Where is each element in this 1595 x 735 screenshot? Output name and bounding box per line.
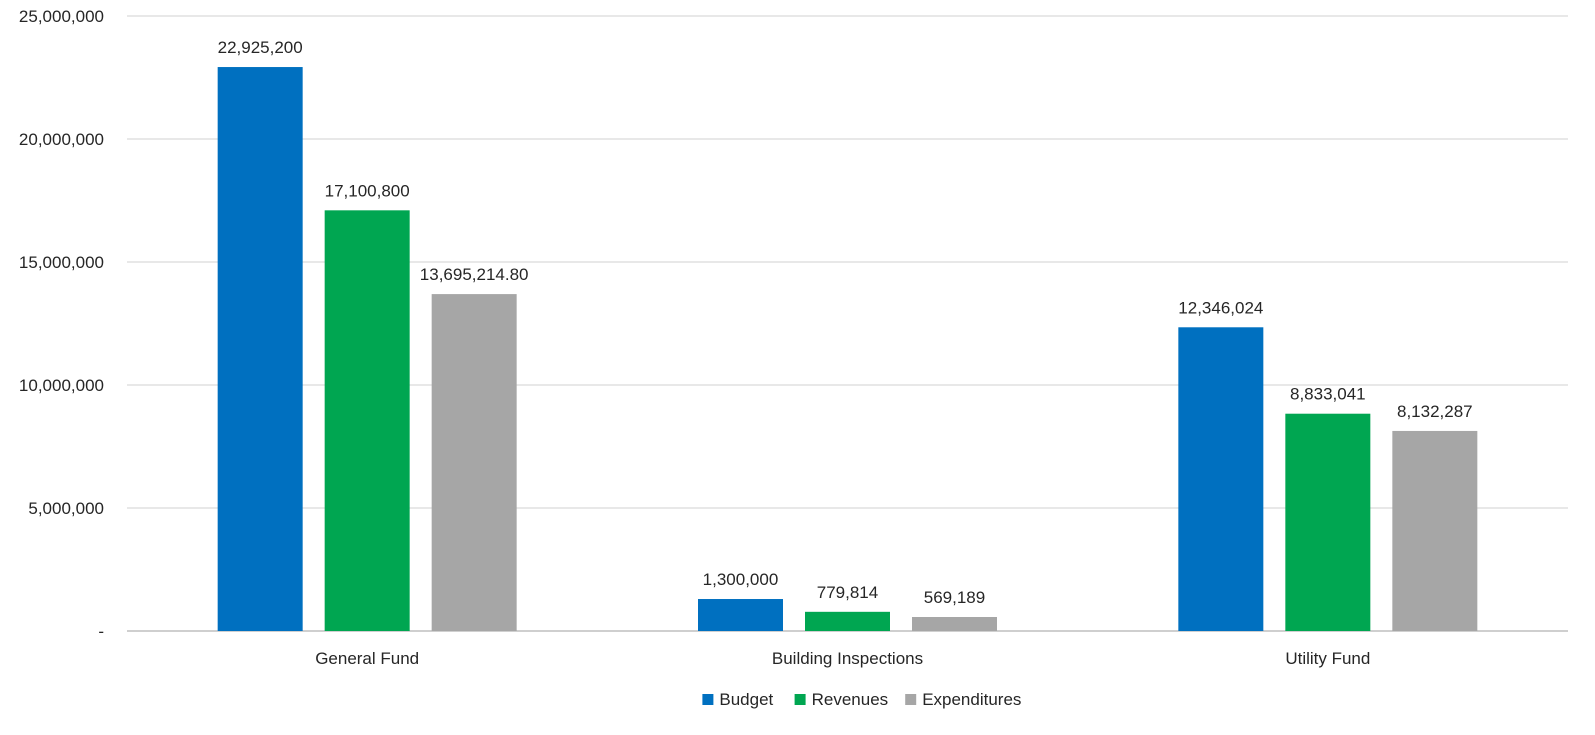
x-tick-label: General Fund: [315, 649, 419, 668]
data-label: 8,833,041: [1290, 385, 1366, 404]
x-tick-label: Utility Fund: [1285, 649, 1370, 668]
bar-budget-1: [698, 599, 783, 631]
data-labels: 22,925,200 17,100,800 13,695,214.80 1,300,0…: [218, 38, 1473, 607]
legend: Budget Revenues Expenditures: [702, 690, 1021, 709]
y-tick-label: 10,000,000: [19, 376, 104, 395]
data-label: 22,925,200: [218, 38, 303, 57]
y-tick-label: 5,000,000: [28, 499, 104, 518]
legend-label-revenues: Revenues: [812, 690, 889, 709]
data-label: 1,300,000: [703, 570, 779, 589]
legend-swatch-expenditures: [905, 694, 917, 705]
y-tick-label: -: [98, 622, 104, 641]
bar-expenditures-0: [431, 294, 517, 631]
bar-revenues-0: [324, 210, 410, 631]
legend-label-expenditures: Expenditures: [922, 690, 1021, 709]
data-label: 12,346,024: [1178, 298, 1263, 317]
data-label: 13,695,214.80: [420, 265, 529, 284]
y-tick-label: 15,000,000: [19, 253, 104, 272]
bar-expenditures-2: [1392, 430, 1478, 631]
legend-swatch-revenues: [794, 694, 806, 705]
data-label: 8,132,287: [1397, 402, 1473, 421]
y-axis: - 5,000,000 10,000,000 15,000,000 20,000,000…: [19, 7, 104, 641]
x-tick-label: Building Inspections: [772, 649, 923, 668]
bar-expenditures-1: [912, 616, 997, 631]
bar-revenues-2: [1285, 413, 1371, 631]
bars: [217, 67, 1478, 631]
legend-label-budget: Budget: [719, 690, 773, 709]
data-label: 17,100,800: [325, 181, 410, 200]
data-label: 569,189: [924, 588, 985, 607]
y-tick-label: 20,000,000: [19, 130, 104, 149]
bar-budget-0: [217, 67, 303, 631]
legend-swatch-budget: [702, 694, 714, 705]
bar-budget-2: [1178, 327, 1264, 631]
data-label: 779,814: [817, 583, 878, 602]
x-axis: General Fund Building Inspections Utility …: [315, 649, 1370, 668]
y-tick-label: 25,000,000: [19, 7, 104, 26]
bar-revenues-1: [805, 611, 890, 631]
